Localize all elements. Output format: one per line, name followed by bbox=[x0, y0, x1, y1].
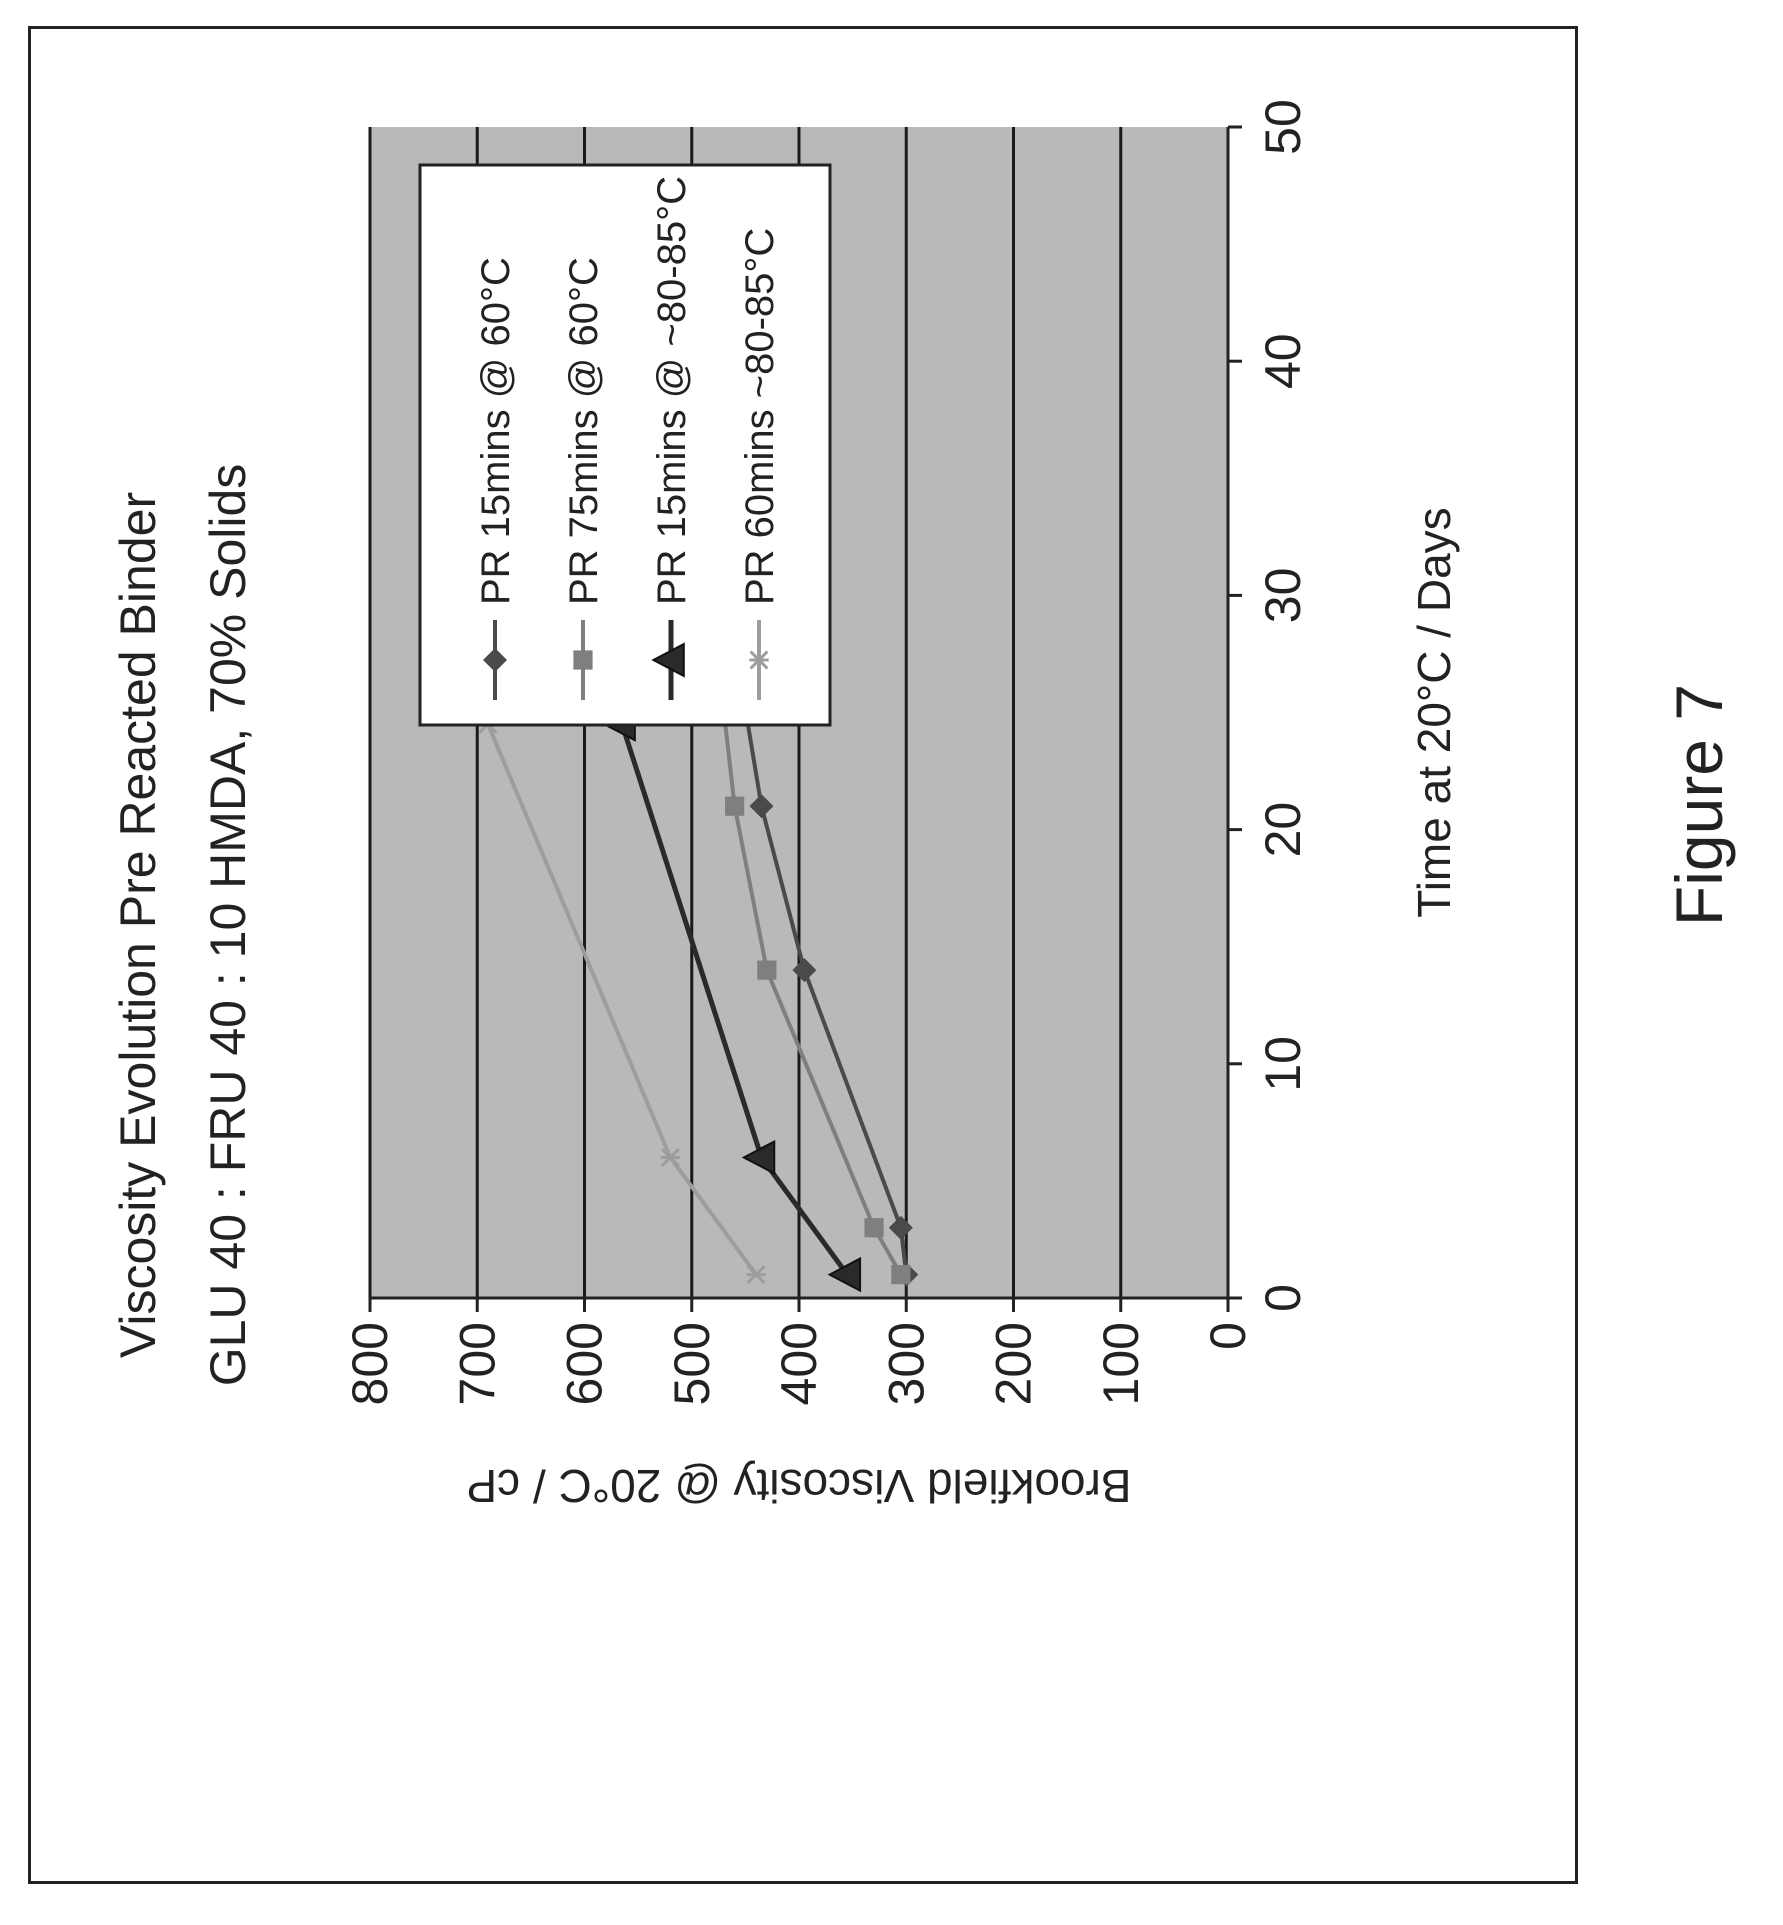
figure-label: Figure 7 bbox=[1662, 684, 1736, 926]
axes bbox=[368, 125, 1242, 1312]
x-tick-label: 0 bbox=[1255, 1284, 1311, 1312]
legend-marker bbox=[573, 650, 593, 670]
y-tick-label: 700 bbox=[449, 1322, 505, 1405]
data-point bbox=[725, 796, 745, 816]
y-tick-label: 100 bbox=[1093, 1322, 1149, 1405]
y-tick-label: 0 bbox=[1200, 1322, 1256, 1350]
legend-label: PR 75mins @ 60°C bbox=[562, 257, 606, 605]
legend-item: PR 75mins @ 60°C bbox=[562, 257, 606, 700]
data-point bbox=[749, 794, 774, 819]
y-tick-label: 800 bbox=[342, 1322, 398, 1405]
legend: PR 15mins @ 60°C PR 75mins @ 60°C PR 15min… bbox=[418, 163, 832, 727]
x-tick-labels: 0 10 20 30 40 50 bbox=[1255, 99, 1311, 1312]
legend-item: PR 15mins @ ~80-85°C bbox=[650, 176, 694, 700]
data-point bbox=[827, 1256, 862, 1293]
data-point bbox=[864, 1218, 884, 1238]
legend-item: PR 15mins @ 60°C bbox=[474, 257, 518, 700]
data-point bbox=[888, 1215, 913, 1240]
legend-label: PR 15mins @ 60°C bbox=[474, 257, 518, 605]
y-tick-label: 500 bbox=[664, 1322, 720, 1405]
data-point bbox=[891, 1264, 911, 1285]
chart-title: Viscosity Evolution Pre Reacted Binder bbox=[110, 492, 166, 1358]
legend-box bbox=[418, 163, 832, 727]
data-point bbox=[660, 1148, 680, 1167]
y-tick-label: 300 bbox=[878, 1322, 934, 1405]
legend-label: PR 60mins ~80-85°C bbox=[738, 228, 782, 605]
x-tick-label: 10 bbox=[1255, 1036, 1311, 1092]
x-tick-label: 20 bbox=[1255, 802, 1311, 858]
data-point bbox=[757, 960, 777, 980]
x-tick-label: 40 bbox=[1255, 333, 1311, 389]
x-axis-label: Time at 20°C / Days bbox=[1408, 507, 1460, 917]
y-tick-label: 200 bbox=[986, 1322, 1042, 1405]
data-point bbox=[741, 1139, 776, 1176]
y-tick-label: 400 bbox=[771, 1322, 827, 1405]
figure-frame bbox=[28, 26, 1578, 1884]
legend-item: PR 60mins ~80-85°C bbox=[738, 228, 782, 700]
x-tick-label: 30 bbox=[1255, 568, 1311, 624]
data-point bbox=[746, 1265, 766, 1285]
legend-marker bbox=[749, 650, 769, 670]
data-point bbox=[792, 958, 817, 983]
chart-subtitle: GLU 40 : FRU 40 : 10 HMDA, 70% Solids bbox=[200, 464, 256, 1387]
y-tick-labels: 0 100 200 300 400 500 600 700 800 bbox=[342, 1322, 1256, 1405]
legend-marker bbox=[651, 642, 685, 678]
y-axis-label: Brookfield Viscosity @ 20°C / cP bbox=[466, 1460, 1131, 1512]
legend-label: PR 15mins @ ~80-85°C bbox=[650, 176, 694, 605]
legend-marker bbox=[483, 648, 507, 672]
x-tick-label: 50 bbox=[1255, 99, 1311, 155]
y-tick-label: 600 bbox=[557, 1322, 613, 1405]
